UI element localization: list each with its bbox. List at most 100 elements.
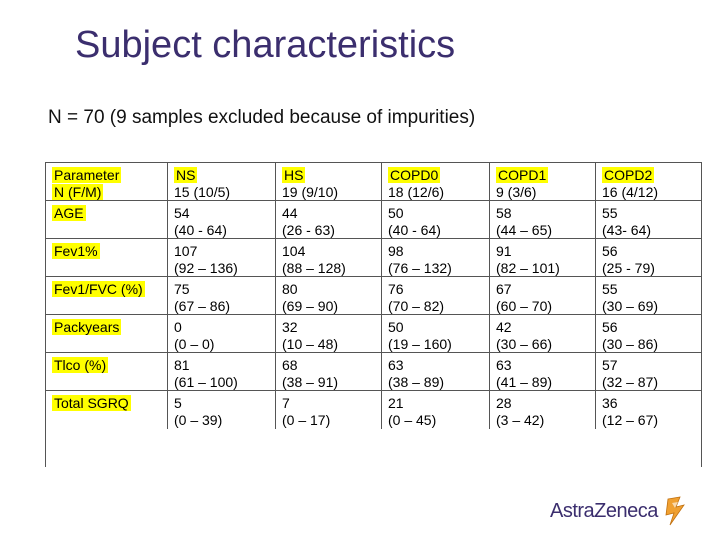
- cell-value: 91: [496, 243, 512, 259]
- cell-value: (67 – 86): [174, 298, 231, 314]
- cell-value: 67: [496, 281, 512, 297]
- cell-value: 54: [174, 205, 190, 221]
- cell-value: 36: [602, 395, 618, 411]
- cell-value: (0 – 0): [174, 336, 215, 352]
- cell-value: 5: [174, 395, 182, 411]
- cell-value: (38 – 91): [282, 374, 339, 390]
- table-cell: 58 (44 – 65): [490, 201, 596, 239]
- cell-value: (40 - 64): [174, 222, 227, 238]
- table-cell: 5 (0 – 39): [168, 391, 276, 429]
- table-cell: 42 (30 – 66): [490, 315, 596, 353]
- cell-value: 76: [388, 281, 404, 297]
- cell-value: (76 – 132): [388, 260, 452, 276]
- cell-value: 80: [282, 281, 298, 297]
- cell-value: (10 – 48): [282, 336, 339, 352]
- cell-value: 104: [282, 243, 306, 259]
- cell-value: (40 - 64): [388, 222, 441, 238]
- cell-value: (92 – 136): [174, 260, 238, 276]
- table-cell: 50 (19 – 160): [382, 315, 490, 353]
- cell-value: 75: [174, 281, 190, 297]
- astrazeneca-logo-icon: [665, 496, 685, 526]
- cell-value: 28: [496, 395, 512, 411]
- table-cell: 63 (41 – 89): [490, 353, 596, 391]
- header-label: NS: [174, 167, 198, 183]
- table-cell: 32 (10 – 48): [276, 315, 382, 353]
- table-cell: 55 (43- 64): [596, 201, 701, 239]
- row-label-cell: AGE: [46, 201, 168, 239]
- cell-value: 98: [388, 243, 404, 259]
- characteristics-table: Parameter N (F/M) NS 15 (10/5) HS 19 (9/10) CO…: [45, 162, 702, 467]
- cell-value: (32 – 87): [602, 374, 659, 390]
- row-label-cell: Packyears: [46, 315, 168, 353]
- cell-value: 18 (12/6): [388, 184, 445, 200]
- header-copd1: COPD1 9 (3/6): [490, 163, 596, 201]
- cell-value: 44: [282, 205, 298, 221]
- cell-value: (25 - 79): [602, 260, 655, 276]
- cell-value: 15 (10/5): [174, 184, 231, 200]
- cell-value: 58: [496, 205, 512, 221]
- table-cell: 7 (0 – 17): [276, 391, 382, 429]
- astrazeneca-logo: AstraZeneca: [550, 495, 688, 527]
- row-label: Tlco (%): [52, 357, 109, 373]
- cell-value: 9 (3/6): [496, 184, 537, 200]
- row-label-cell: Total SGRQ: [46, 391, 168, 429]
- cell-value: (44 – 65): [496, 222, 553, 238]
- row-label: Total SGRQ: [52, 395, 131, 411]
- cell-value: (41 – 89): [496, 374, 553, 390]
- header-label: COPD0: [388, 167, 441, 183]
- table-cell: 75 (67 – 86): [168, 277, 276, 315]
- table-cell: 36 (12 – 67): [596, 391, 701, 429]
- cell-value: (0 – 45): [388, 412, 437, 428]
- cell-value: (43- 64): [602, 222, 652, 238]
- cell-value: (30 – 86): [602, 336, 659, 352]
- cell-value: (3 – 42): [496, 412, 545, 428]
- cell-value: (82 – 101): [496, 260, 560, 276]
- row-label-cell: Fev1%: [46, 239, 168, 277]
- cell-value: 50: [388, 319, 404, 335]
- cell-value: 56: [602, 319, 618, 335]
- cell-value: 81: [174, 357, 190, 373]
- header-label: HS: [282, 167, 306, 183]
- table-cell: 81 (61 – 100): [168, 353, 276, 391]
- table-cell: 0 (0 – 0): [168, 315, 276, 353]
- header-ns: NS 15 (10/5): [168, 163, 276, 201]
- page-title: Subject characteristics: [75, 24, 456, 66]
- row-label: N (F/M): [52, 184, 104, 200]
- cell-value: (61 – 100): [174, 374, 238, 390]
- cell-value: (88 – 128): [282, 260, 346, 276]
- cell-value: (0 – 17): [282, 412, 331, 428]
- cell-value: (0 – 39): [174, 412, 223, 428]
- header-label: COPD2: [602, 167, 655, 183]
- cell-value: 42: [496, 319, 512, 335]
- row-label: Packyears: [52, 319, 122, 335]
- table-cell: 104 (88 – 128): [276, 239, 382, 277]
- table-cell: 50 (40 - 64): [382, 201, 490, 239]
- row-label: Fev1/FVC (%): [52, 281, 145, 297]
- row-label-cell: Tlco (%): [46, 353, 168, 391]
- table-cell: 57 (32 – 87): [596, 353, 701, 391]
- table-cell: 28 (3 – 42): [490, 391, 596, 429]
- header-label: COPD1: [496, 167, 549, 183]
- table-cell: 80 (69 – 90): [276, 277, 382, 315]
- table-cell: 21 (0 – 45): [382, 391, 490, 429]
- subtitle: N = 70 (9 samples excluded because of im…: [48, 107, 476, 128]
- table-cell: 91 (82 – 101): [490, 239, 596, 277]
- cell-value: 7: [282, 395, 290, 411]
- table-cell: 107 (92 – 136): [168, 239, 276, 277]
- cell-value: (38 – 89): [388, 374, 445, 390]
- cell-value: (12 – 67): [602, 412, 659, 428]
- cell-value: (60 – 70): [496, 298, 553, 314]
- header-copd0: COPD0 18 (12/6): [382, 163, 490, 201]
- header-hs: HS 19 (9/10): [276, 163, 382, 201]
- cell-value: (70 – 82): [388, 298, 445, 314]
- cell-value: 107: [174, 243, 198, 259]
- cell-value: 21: [388, 395, 404, 411]
- table-cell: 54 (40 - 64): [168, 201, 276, 239]
- cell-value: 68: [282, 357, 298, 373]
- table-cell: 56 (30 – 86): [596, 315, 701, 353]
- header-label: Parameter: [52, 167, 122, 183]
- table-cell: 98 (76 – 132): [382, 239, 490, 277]
- cell-value: 55: [602, 205, 618, 221]
- row-label: Fev1%: [52, 243, 100, 259]
- table-cell: 68 (38 – 91): [276, 353, 382, 391]
